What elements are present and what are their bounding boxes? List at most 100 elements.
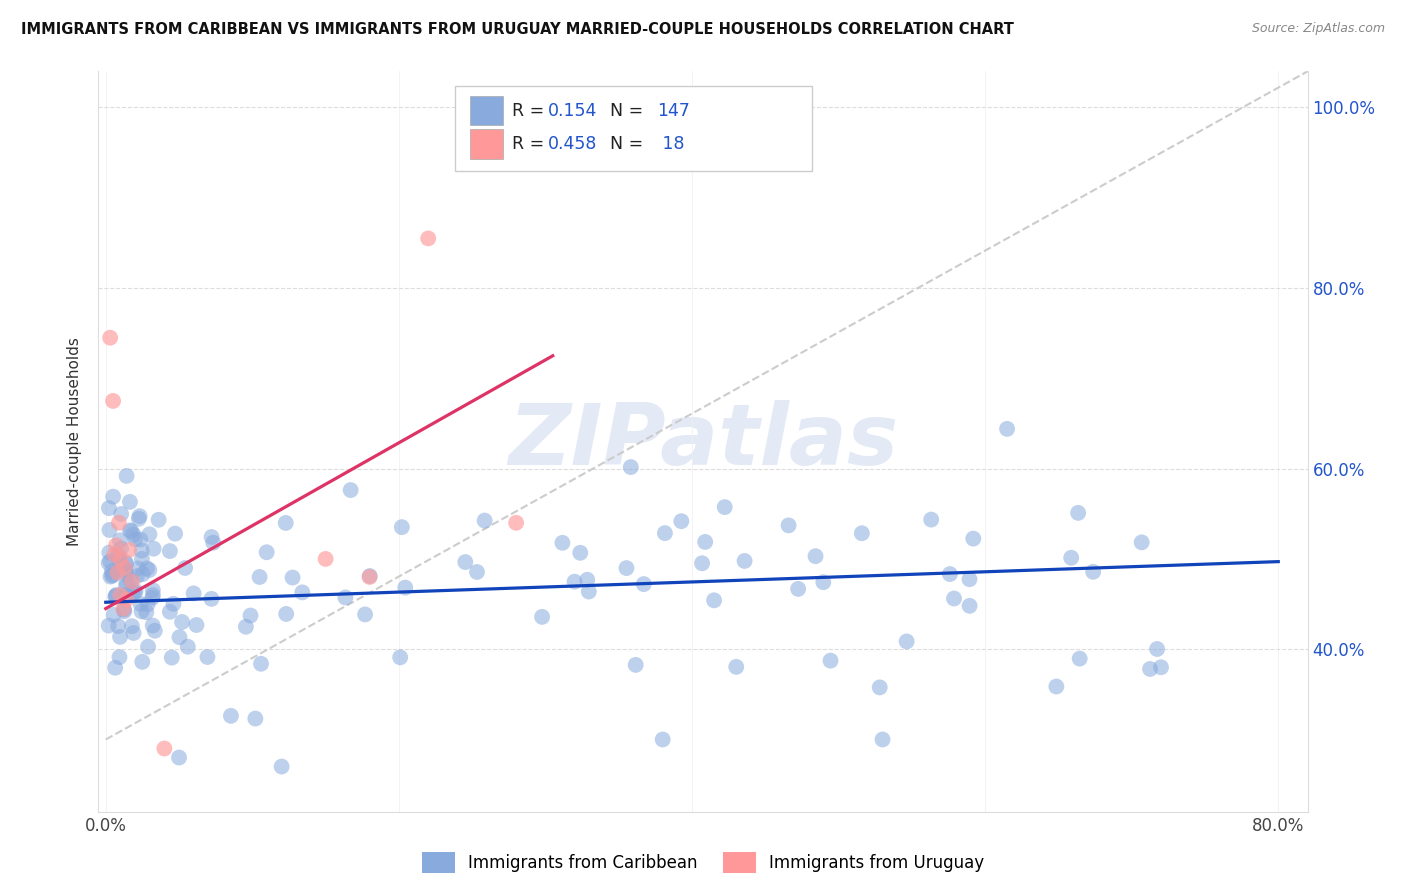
Point: [804, 549, 827, 564]
Point: [136, 598, 159, 612]
Point: [1083, 565, 1105, 579]
Point: [114, 555, 136, 569]
Point: [1045, 680, 1067, 694]
Point: [576, 573, 599, 587]
Point: [122, 527, 145, 541]
Point: [115, 575, 138, 590]
Point: [1067, 506, 1090, 520]
Point: [872, 732, 894, 747]
Point: [112, 604, 135, 618]
Point: [138, 527, 160, 541]
Point: [219, 709, 242, 723]
Point: [291, 585, 314, 599]
Point: [120, 524, 142, 538]
Point: [101, 567, 124, 582]
Point: [359, 570, 381, 584]
Point: [177, 640, 200, 654]
Point: [197, 650, 219, 665]
Point: [121, 574, 143, 589]
Point: [633, 577, 655, 591]
Point: [654, 526, 676, 541]
Point: [138, 563, 160, 577]
Point: [734, 554, 756, 568]
Point: [418, 231, 440, 245]
Point: [118, 524, 141, 538]
Text: R =: R =: [512, 135, 550, 153]
Point: [245, 712, 267, 726]
Point: [103, 548, 125, 562]
Point: [256, 545, 278, 559]
Point: [135, 605, 157, 619]
Point: [851, 526, 873, 541]
Point: [339, 483, 361, 497]
Point: [112, 601, 135, 615]
Point: [200, 591, 222, 606]
Point: [820, 654, 842, 668]
Point: [107, 549, 129, 563]
Text: ZIPatlas: ZIPatlas: [508, 400, 898, 483]
Point: [115, 587, 138, 601]
Point: [129, 597, 152, 611]
Point: [115, 469, 138, 483]
Point: [454, 555, 477, 569]
Point: [98, 523, 121, 537]
Point: [995, 422, 1018, 436]
Point: [239, 608, 262, 623]
Point: [104, 590, 127, 604]
Point: [813, 575, 835, 590]
Point: [270, 759, 292, 773]
Point: [159, 605, 181, 619]
Point: [98, 554, 121, 568]
Point: [124, 533, 146, 547]
Point: [183, 586, 205, 600]
Point: [531, 610, 554, 624]
Point: [108, 650, 131, 665]
Point: [104, 589, 127, 603]
Point: [569, 546, 592, 560]
Point: [274, 516, 297, 530]
Point: [142, 583, 165, 598]
Point: [943, 591, 966, 606]
Point: [620, 460, 643, 475]
Point: [1130, 535, 1153, 549]
Point: [391, 520, 413, 534]
Point: [474, 514, 496, 528]
Point: [105, 588, 128, 602]
Point: [124, 584, 146, 599]
Point: [101, 568, 124, 582]
Point: [97, 556, 120, 570]
Point: [98, 331, 121, 345]
Point: [115, 557, 138, 571]
Point: [174, 561, 197, 575]
Point: [127, 561, 149, 575]
Point: [143, 624, 166, 638]
Text: Source: ZipAtlas.com: Source: ZipAtlas.com: [1251, 22, 1385, 36]
Point: [624, 657, 647, 672]
Point: [1069, 651, 1091, 665]
Point: [896, 634, 918, 648]
Point: [959, 572, 981, 586]
Point: [359, 569, 381, 583]
Point: [111, 559, 134, 574]
Point: [703, 593, 725, 607]
Point: [105, 538, 128, 552]
Point: [354, 607, 377, 622]
Point: [129, 533, 152, 547]
Point: [121, 585, 143, 599]
Point: [120, 573, 142, 587]
Point: [118, 495, 141, 509]
Point: [108, 630, 131, 644]
Point: [108, 554, 131, 568]
Point: [249, 570, 271, 584]
Point: [114, 561, 136, 575]
Point: [153, 741, 176, 756]
Point: [389, 650, 412, 665]
Point: [165, 526, 187, 541]
Point: [787, 582, 810, 596]
Point: [97, 501, 120, 516]
Point: [122, 626, 145, 640]
Point: [713, 500, 735, 515]
Point: [131, 543, 153, 558]
Point: [136, 640, 159, 654]
Point: [131, 567, 153, 582]
